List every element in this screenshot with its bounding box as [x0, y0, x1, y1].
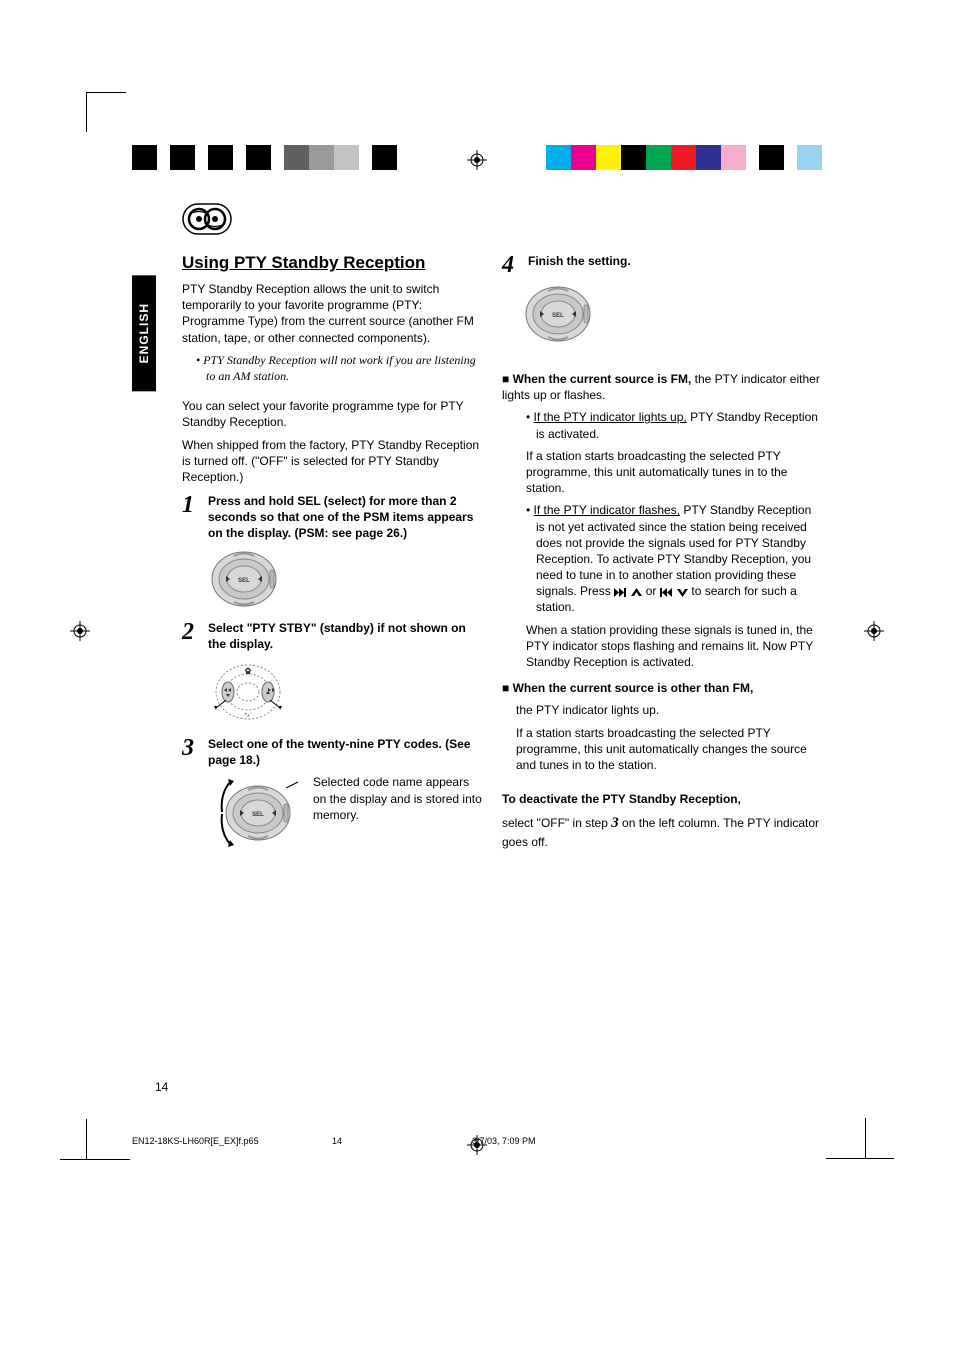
next-track-icon [614, 584, 628, 598]
crop-mark-sw [86, 1119, 126, 1159]
fm-block-header: ■ When the current source is FM, the PTY… [502, 371, 822, 403]
step-text: Press and hold SEL (select) for more tha… [208, 493, 482, 542]
color-bar-left [132, 145, 397, 170]
step-1: 1 Press and hold SEL (select) for more t… [182, 493, 482, 542]
sel-dial-icon: SEL [522, 283, 822, 345]
step-3: 3 Select one of the twenty-nine PTY code… [182, 736, 482, 768]
bullet-pty-flashes-p2: When a station providing these signals i… [526, 622, 822, 671]
step-text: Select one of the twenty-nine PTY codes.… [208, 736, 482, 768]
footer-date: 3/7/03, 7:09 PM [472, 1136, 536, 1146]
language-tab: ENGLISH [132, 275, 156, 391]
italic-note: • PTY Standby Reception will not work if… [196, 352, 482, 384]
step-number: 2 [182, 620, 200, 652]
bullet-pty-lights: • If the PTY indicator lights up, PTY St… [526, 409, 822, 441]
step-text: Select "PTY STBY" (standby) if not shown… [208, 620, 482, 652]
step-3-illustration: SEL Selected code name appears on the di… [208, 774, 482, 852]
crop-mark-sw-h [60, 1159, 130, 1160]
other-source-p1: the PTY indicator lights up. [516, 702, 822, 718]
crop-mark-se [865, 1118, 866, 1158]
cd-logo-icon [182, 203, 232, 238]
page-number: 14 [155, 1080, 168, 1094]
other-source-p2: If a station starts broadcasting the sel… [516, 725, 822, 774]
bullet-pty-flashes: • If the PTY indicator flashes, PTY Stan… [526, 502, 822, 615]
step-text: Finish the setting. [528, 253, 631, 277]
paragraph-2b: When shipped from the factory, PTY Stand… [182, 437, 482, 486]
sel-rotate-dial-icon: SEL [208, 774, 303, 852]
registration-mark-icon [864, 621, 884, 641]
step-number: 3 [182, 736, 200, 768]
nav-dial-icon [208, 658, 482, 726]
svg-text:SEL: SEL [552, 313, 564, 319]
down-arrow-icon [677, 584, 688, 598]
intro-paragraph: PTY Standby Reception allows the unit to… [182, 281, 482, 346]
up-arrow-icon [631, 584, 642, 598]
step-3-side-text: Selected code name appears on the displa… [313, 774, 482, 823]
footer-page: 14 [332, 1136, 472, 1146]
prev-track-icon [660, 584, 674, 598]
registration-mark-icon [467, 150, 487, 170]
step-4: 4 Finish the setting. [502, 253, 822, 277]
footer: EN12-18KS-LH60R[E_EX]f.p65 14 3/7/03, 7:… [132, 1136, 832, 1146]
svg-text:SEL: SEL [252, 812, 264, 818]
right-column: 4 Finish the setting. SEL ■ When the cur… [502, 253, 822, 862]
step-2: 2 Select "PTY STBY" (standby) if not sho… [182, 620, 482, 652]
bullet-pty-lights-p2: If a station starts broadcasting the sel… [526, 448, 822, 497]
section-title: Using PTY Standby Reception [182, 253, 482, 273]
svg-text:SEL: SEL [238, 578, 250, 584]
step-number: 1 [182, 493, 200, 542]
registration-mark-icon [70, 621, 90, 641]
crop-mark-nw [86, 92, 126, 132]
footer-filename: EN12-18KS-LH60R[E_EX]f.p65 [132, 1136, 332, 1146]
crop-mark-se-h [826, 1158, 894, 1159]
left-column: Using PTY Standby Reception PTY Standby … [182, 253, 482, 862]
other-source-header: ■ When the current source is other than … [502, 680, 822, 696]
sel-dial-icon: SEL [208, 548, 482, 610]
paragraph-2a: You can select your favorite programme t… [182, 398, 482, 430]
deactivate-text: select "OFF" in step 3 on the left colum… [502, 813, 822, 849]
step-number: 4 [502, 253, 520, 277]
deactivate-header: To deactivate the PTY Standby Reception, [502, 791, 822, 807]
color-bar-right [546, 145, 822, 170]
